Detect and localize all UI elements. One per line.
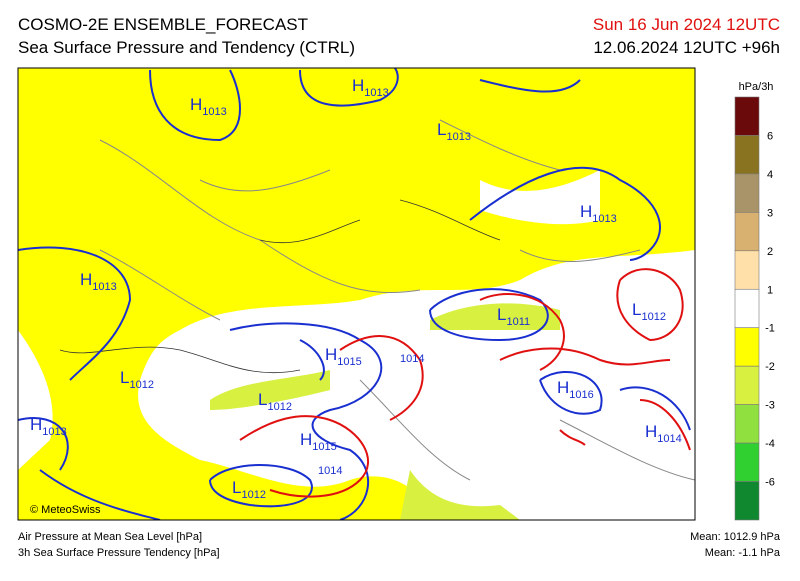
pressure-letter: L — [258, 390, 267, 409]
pressure-value: 1012 — [241, 489, 265, 501]
pressure-label: L1012 — [632, 300, 666, 323]
valid-time: Sun 16 Jun 2024 12UTC — [593, 15, 780, 34]
pressure-label: H1013 — [80, 270, 117, 293]
pressure-label: H1015 — [300, 430, 337, 453]
pressure-value: 1013 — [202, 106, 226, 118]
pressure-value: 1015 — [337, 356, 361, 368]
pressure-letter: H — [557, 378, 569, 397]
pressure-label: L1011 — [497, 305, 530, 328]
pressure-label: H1013 — [352, 76, 389, 99]
pressure-label: L1012 — [258, 390, 292, 413]
colorbar-swatch — [734, 288, 760, 329]
pressure-value: 1015 — [312, 441, 336, 453]
colorbar-label: -3 — [765, 400, 775, 412]
pressure-value: 1014 — [657, 433, 681, 445]
pressure-value: 1012 — [129, 379, 153, 391]
pressure-letter: H — [325, 345, 337, 364]
pressure-value: 1011 — [506, 316, 530, 328]
pressure-letter: L — [497, 305, 506, 324]
colorbar-label: -6 — [765, 477, 775, 489]
tendency-contour — [239, 268, 691, 498]
colorbar-swatch — [734, 212, 760, 252]
pressure-letter: H — [580, 202, 592, 221]
pressure-value: 1013 — [592, 213, 616, 225]
pressure-value: 1016 — [569, 389, 593, 401]
isoline-label: 1014 — [400, 353, 424, 365]
subtitle: Sea Surface Pressure and Tendency (CTRL) — [18, 38, 355, 57]
colorbar-swatch — [734, 327, 760, 367]
footer-line: Air Pressure at Mean Sea Level [hPa] — [18, 531, 202, 543]
title: COSMO-2E ENSEMBLE_FORECAST — [18, 15, 308, 34]
colorbar-label: 3 — [767, 207, 773, 219]
pressure-label: H1013 — [30, 415, 67, 438]
credit: © MeteoSwiss — [30, 504, 101, 516]
colorbar-label: -4 — [765, 438, 775, 450]
pressure-value: 1013 — [364, 87, 388, 99]
pressure-label: H1016 — [557, 378, 594, 401]
pressure-label: L1012 — [120, 368, 154, 391]
pressure-label: L1012 — [232, 478, 266, 501]
tendency-area — [210, 303, 560, 520]
colorbar-swatch — [734, 442, 760, 482]
pressure-letter: H — [30, 415, 42, 434]
colorbar-label: -2 — [765, 361, 775, 373]
colorbar-swatch — [734, 365, 760, 405]
pressure-letter: H — [645, 422, 657, 441]
pressure-value: 1013 — [92, 281, 116, 293]
colorbar-swatch — [734, 135, 760, 175]
pressure-letter: H — [352, 76, 364, 95]
colorbar-label: -1 — [765, 323, 775, 335]
pressure-value: 1013 — [42, 426, 66, 438]
colorbar-swatch — [734, 404, 760, 444]
colorbar-swatch — [734, 481, 760, 521]
pressure-label: H1015 — [325, 345, 362, 368]
map: © MeteoSwiss — [18, 68, 695, 520]
pressure-letter: L — [120, 368, 129, 387]
colorbar-label: 4 — [767, 169, 773, 181]
colorbar-swatch — [734, 173, 760, 213]
pressure-label: L1013 — [437, 120, 471, 143]
pressure-label: H1013 — [580, 202, 617, 225]
colorbar-label: 1 — [767, 284, 773, 296]
colorbar-label: 2 — [767, 246, 773, 258]
pressure-letter: L — [632, 300, 641, 319]
coastline — [59, 199, 501, 374]
colorbar-swatch — [734, 250, 760, 290]
pressure-value: 1012 — [267, 401, 291, 413]
pressure-label: H1013 — [190, 95, 227, 118]
pressure-letter: H — [300, 430, 312, 449]
pressure-value: 1012 — [641, 311, 665, 323]
map-frame — [17, 67, 696, 521]
pressure-letter: H — [80, 270, 92, 289]
pressure-letter: L — [437, 120, 446, 139]
pressure-value: 1013 — [446, 131, 470, 143]
colorbar-unit: hPa/3h — [739, 81, 774, 93]
pressure-letter: H — [190, 95, 202, 114]
colorbar-label: 6 — [767, 130, 773, 142]
footer-line: 3h Sea Surface Pressure Tendency [hPa] — [18, 547, 220, 559]
white-area — [18, 170, 600, 470]
pressure-letter: L — [232, 478, 241, 497]
mean-tendency: Mean: -1.1 hPa — [705, 547, 781, 559]
mean-pressure: Mean: 1012.9 hPa — [690, 531, 781, 543]
colorbar-swatch — [734, 96, 760, 136]
pressure-label: H1014 — [645, 422, 682, 445]
run-time: 12.06.2024 12UTC +96h — [593, 38, 780, 57]
isoline-label: 1014 — [318, 465, 342, 477]
